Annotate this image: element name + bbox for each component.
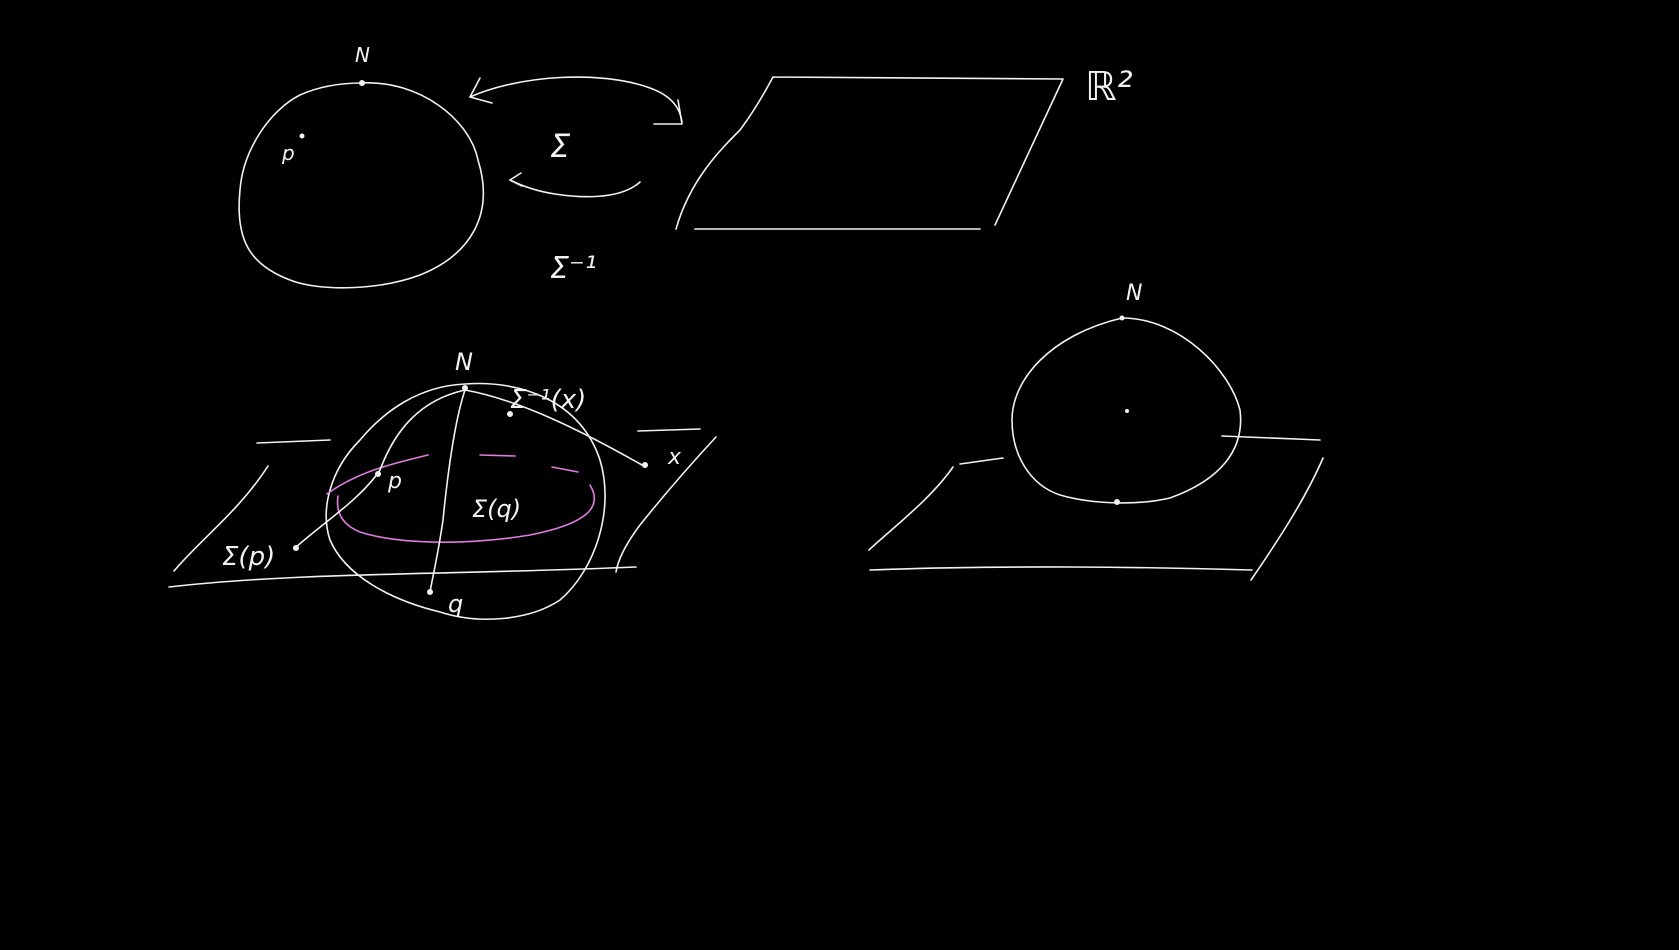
map-arrow-sigma-head (653, 99, 683, 125)
point-q-dot (427, 589, 433, 595)
point-x-dot (642, 462, 648, 468)
north-label: N (455, 348, 473, 376)
point-x-label: x (667, 445, 682, 470)
plane-back-left-edge (256, 439, 331, 444)
plane-back-left-edge (959, 457, 1004, 465)
map-arrow-inverse-head (509, 172, 523, 187)
plane-back-right-edge (637, 428, 701, 432)
sphere-outline (325, 382, 606, 620)
point-p-label: p (387, 469, 402, 494)
map-inverse-label: Σ⁻¹ (550, 251, 597, 286)
sketch-sphere-on-plane: N (868, 281, 1324, 581)
north-pole-dot (1119, 315, 1125, 321)
map-arrow-inverse (509, 179, 641, 198)
plane-right-edge (1250, 457, 1324, 581)
north-label: N (1126, 281, 1142, 306)
plane-label: ℝ² (1085, 64, 1133, 110)
point-p-dot (375, 471, 381, 477)
meridian-curve (429, 389, 466, 593)
sigma-p-dot (293, 545, 299, 551)
plane-back-right-edge (1221, 435, 1321, 441)
plane-outline (675, 76, 1064, 230)
plane-front-edge (168, 566, 637, 588)
sigma-p-label: Σ(p) (222, 542, 275, 572)
north-pole-dot (359, 80, 365, 86)
south-pole-dot (1114, 499, 1120, 505)
point-p-label: p (281, 141, 295, 165)
plane-right-edge (615, 436, 717, 573)
pink-equator (326, 454, 596, 543)
sigma-q-label: Σ(q) (472, 495, 521, 523)
inverse-x-label: Σ⁻¹(x) (510, 385, 586, 415)
projection-line-to-p (294, 389, 466, 549)
sketch-sphere-to-plane: N p Σ Σ⁻¹ ℝ² (238, 43, 1133, 289)
point-q-label: q (448, 590, 463, 618)
north-label: N (355, 43, 370, 67)
map-sigma-label: Σ (550, 127, 571, 165)
projection-line-to-x (464, 389, 643, 466)
plane-left-edge (173, 465, 269, 572)
inverse-x-dot (507, 411, 513, 417)
sketch-projection-detail: N p Σ(p) q Σ(q) Σ⁻¹(x) x (168, 348, 717, 620)
plane-left-edge (868, 466, 954, 551)
map-arrow-sigma-tail-hook (469, 77, 493, 104)
point-p-dot (299, 133, 305, 139)
plane-front-edge (869, 566, 1253, 571)
center-dot (1125, 409, 1129, 413)
map-arrow-sigma (469, 76, 683, 123)
sphere-outline (238, 82, 485, 289)
sphere-outline (1011, 317, 1242, 504)
